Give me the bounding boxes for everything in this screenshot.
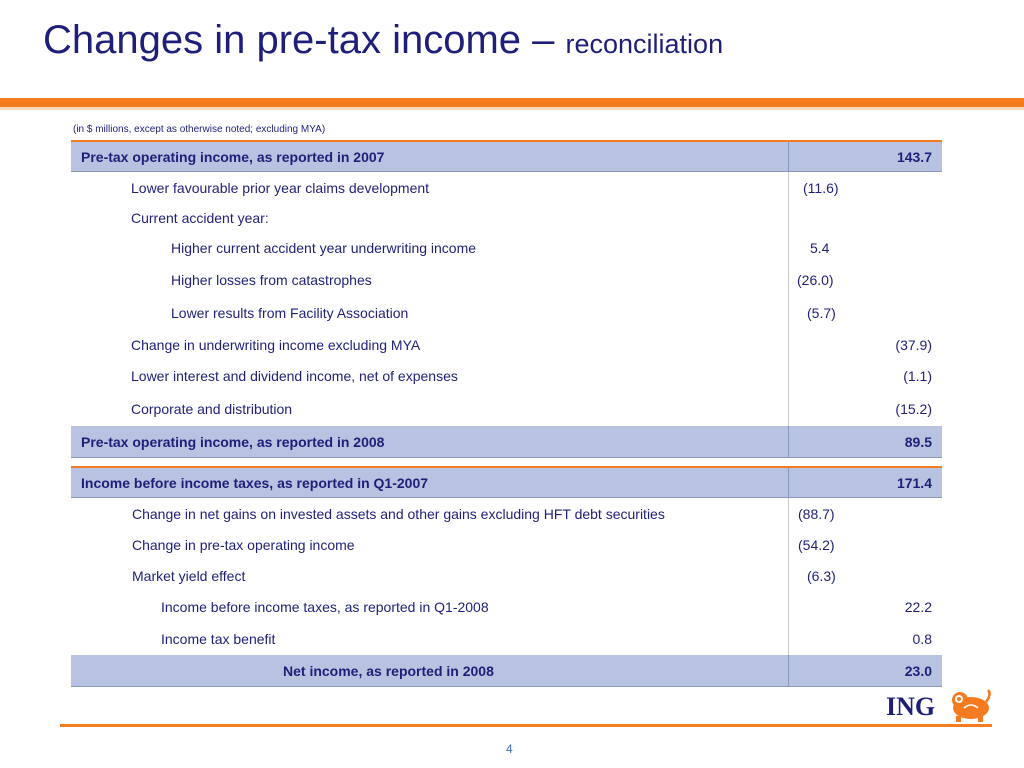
row-label: Higher losses from catastrophes (171, 271, 372, 288)
row-label: Income tax benefit (161, 631, 276, 647)
row-sub-value: (11.6) (803, 179, 839, 196)
table2-footer-total: 23.0 (904, 662, 932, 679)
table-row: Higher current accident year underwritin… (71, 232, 942, 263)
table-row: Income tax benefit 0.8 (71, 623, 942, 655)
row-sub-value: (88.7) (798, 505, 835, 522)
table-row: Lower interest and dividend income, net … (71, 360, 942, 392)
table-row: Current accident year: (71, 203, 942, 232)
table1-footer-row: Pre-tax operating income, as reported in… (71, 426, 942, 458)
table-row: Change in net gains on invested assets a… (71, 498, 942, 529)
row-sub-value: (5.7) (807, 304, 836, 321)
table-row: Corporate and distribution (15.2) (71, 392, 942, 426)
title-main: Changes in pre-tax income – (43, 18, 566, 62)
row-label: Corporate and distribution (131, 401, 293, 417)
units-note: (in $ millions, except as otherwise note… (73, 124, 326, 135)
table2-header-label: Income before income taxes, as reported … (81, 474, 429, 491)
row-total-value: (15.2) (895, 401, 932, 417)
row-label: Lower results from Facility Association (171, 304, 409, 321)
row-sub-value: (26.0) (797, 271, 834, 288)
table1-header-total: 143.7 (896, 148, 932, 165)
table1-header-label: Pre-tax operating income, as reported in… (81, 148, 385, 165)
table2-body: Change in net gains on invested assets a… (71, 498, 942, 655)
operating-income-table: Pre-tax operating income, as reported in… (71, 140, 942, 458)
page-number: 4 (506, 742, 513, 756)
table2-footer-row: Net income, as reported in 2008 23.0 (71, 655, 942, 687)
page-title: Changes in pre-tax income – reconciliati… (43, 18, 723, 63)
row-label: Higher current accident year underwritin… (171, 239, 477, 256)
table-row: Change in pre-tax operating income (54.2… (71, 529, 942, 560)
row-label: Income before income taxes, as reported … (161, 599, 489, 615)
table1-body: Lower favourable prior year claims devel… (71, 172, 942, 426)
row-total-value: 0.8 (912, 631, 932, 647)
row-label: Change in pre-tax operating income (132, 536, 355, 553)
table-row: Higher losses from catastrophes (26.0) (71, 263, 942, 296)
row-label: Change in underwriting income excluding … (131, 336, 421, 353)
table1-footer-label: Pre-tax operating income, as reported in… (81, 433, 385, 450)
row-sub-value: (54.2) (798, 536, 835, 553)
table2-footer-label: Net income, as reported in 2008 (283, 662, 494, 679)
table-row: Change in underwriting income excluding … (71, 329, 942, 360)
table-row: Lower results from Facility Association … (71, 296, 942, 329)
row-label: Market yield effect (132, 567, 246, 584)
lion-icon (952, 689, 991, 722)
logo-text: ING (886, 692, 936, 721)
divider-shadow (0, 107, 1024, 110)
row-label: Current accident year: (131, 209, 269, 226)
table2-header-row: Income before income taxes, as reported … (71, 466, 942, 498)
row-sub-value: 5.4 (810, 239, 830, 256)
row-label: Lower interest and dividend income, net … (131, 368, 458, 384)
row-label: Change in net gains on invested assets a… (132, 505, 665, 522)
table2-header-total: 171.4 (896, 474, 932, 491)
bottom-divider (60, 724, 992, 727)
orange-divider (0, 98, 1024, 107)
row-label: Lower favourable prior year claims devel… (131, 179, 430, 196)
table-row: Lower favourable prior year claims devel… (71, 172, 942, 203)
table1-footer-total: 89.5 (904, 433, 932, 450)
table-row: Market yield effect (6.3) (71, 560, 942, 591)
title-sub: reconciliation (565, 29, 724, 59)
row-total-value: 22.2 (904, 599, 932, 615)
row-total-value: (1.1) (903, 368, 932, 384)
net-income-table: Income before income taxes, as reported … (71, 466, 942, 687)
table1-header-row: Pre-tax operating income, as reported in… (71, 140, 942, 172)
table-row: Income before income taxes, as reported … (71, 591, 942, 623)
row-sub-value: (6.3) (807, 567, 836, 584)
row-total-value: (37.9) (895, 336, 932, 353)
